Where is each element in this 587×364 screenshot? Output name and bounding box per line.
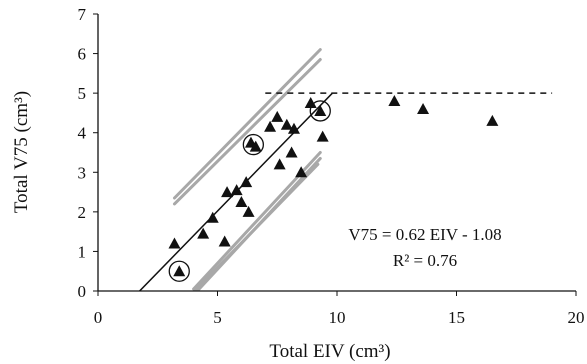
highlight-circle: [309, 100, 331, 122]
data-point: [221, 186, 234, 198]
data-point: [295, 166, 308, 178]
data-points: [168, 95, 499, 277]
data-point: [314, 104, 327, 116]
x-axis-label: Total EIV (cm³): [269, 341, 390, 362]
data-point: [388, 95, 401, 107]
x-tick-label: 0: [94, 308, 103, 327]
y-tick-label: 7: [78, 5, 87, 24]
y-axis-label: Total V75 (cm³): [11, 91, 32, 213]
data-point: [173, 265, 186, 277]
data-point: [206, 211, 219, 223]
regression-equation: V75 = 0.62 EIV - 1.08: [348, 225, 501, 244]
y-tick-label: 5: [78, 84, 87, 103]
x-tick-label: 10: [329, 308, 346, 327]
r-squared-label: R² = 0.76: [393, 251, 457, 270]
y-tick-label: 0: [78, 282, 87, 301]
x-tick-label: 5: [213, 308, 222, 327]
data-point: [230, 184, 243, 196]
highlight-circle: [242, 133, 265, 156]
data-point: [316, 130, 329, 142]
x-axis-ticks: 0 5 10 15 20: [94, 291, 585, 327]
y-tick-label: 6: [78, 45, 87, 64]
data-point: [273, 158, 286, 170]
x-tick-label: 15: [448, 308, 465, 327]
circled-markers: [168, 100, 331, 282]
lower-band-line: [192, 162, 320, 291]
y-axis-ticks: 0 1 2 3 4 5 6 7: [78, 5, 98, 301]
data-point: [304, 97, 317, 109]
confidence-bands: [172, 48, 322, 291]
x-tick-label: 20: [568, 308, 585, 327]
y-tick-label: 4: [78, 124, 87, 143]
data-point: [249, 140, 262, 152]
data-point: [218, 235, 231, 247]
data-point: [285, 146, 298, 158]
data-point: [486, 114, 499, 126]
data-point: [240, 176, 253, 188]
data-point: [235, 195, 248, 207]
upper-band-line: [172, 58, 322, 206]
data-point: [242, 205, 255, 217]
y-tick-label: 3: [78, 163, 87, 182]
data-point: [264, 120, 277, 132]
y-tick-label: 2: [78, 203, 87, 222]
data-point: [271, 110, 284, 122]
y-tick-label: 1: [78, 242, 87, 261]
highlight-circle: [168, 260, 190, 282]
data-point: [287, 122, 300, 134]
data-point: [417, 102, 430, 114]
data-point: [168, 237, 181, 249]
data-point: [197, 227, 210, 239]
data-point: [280, 118, 293, 130]
upper-band-line: [172, 48, 322, 200]
axes: [97, 14, 576, 292]
